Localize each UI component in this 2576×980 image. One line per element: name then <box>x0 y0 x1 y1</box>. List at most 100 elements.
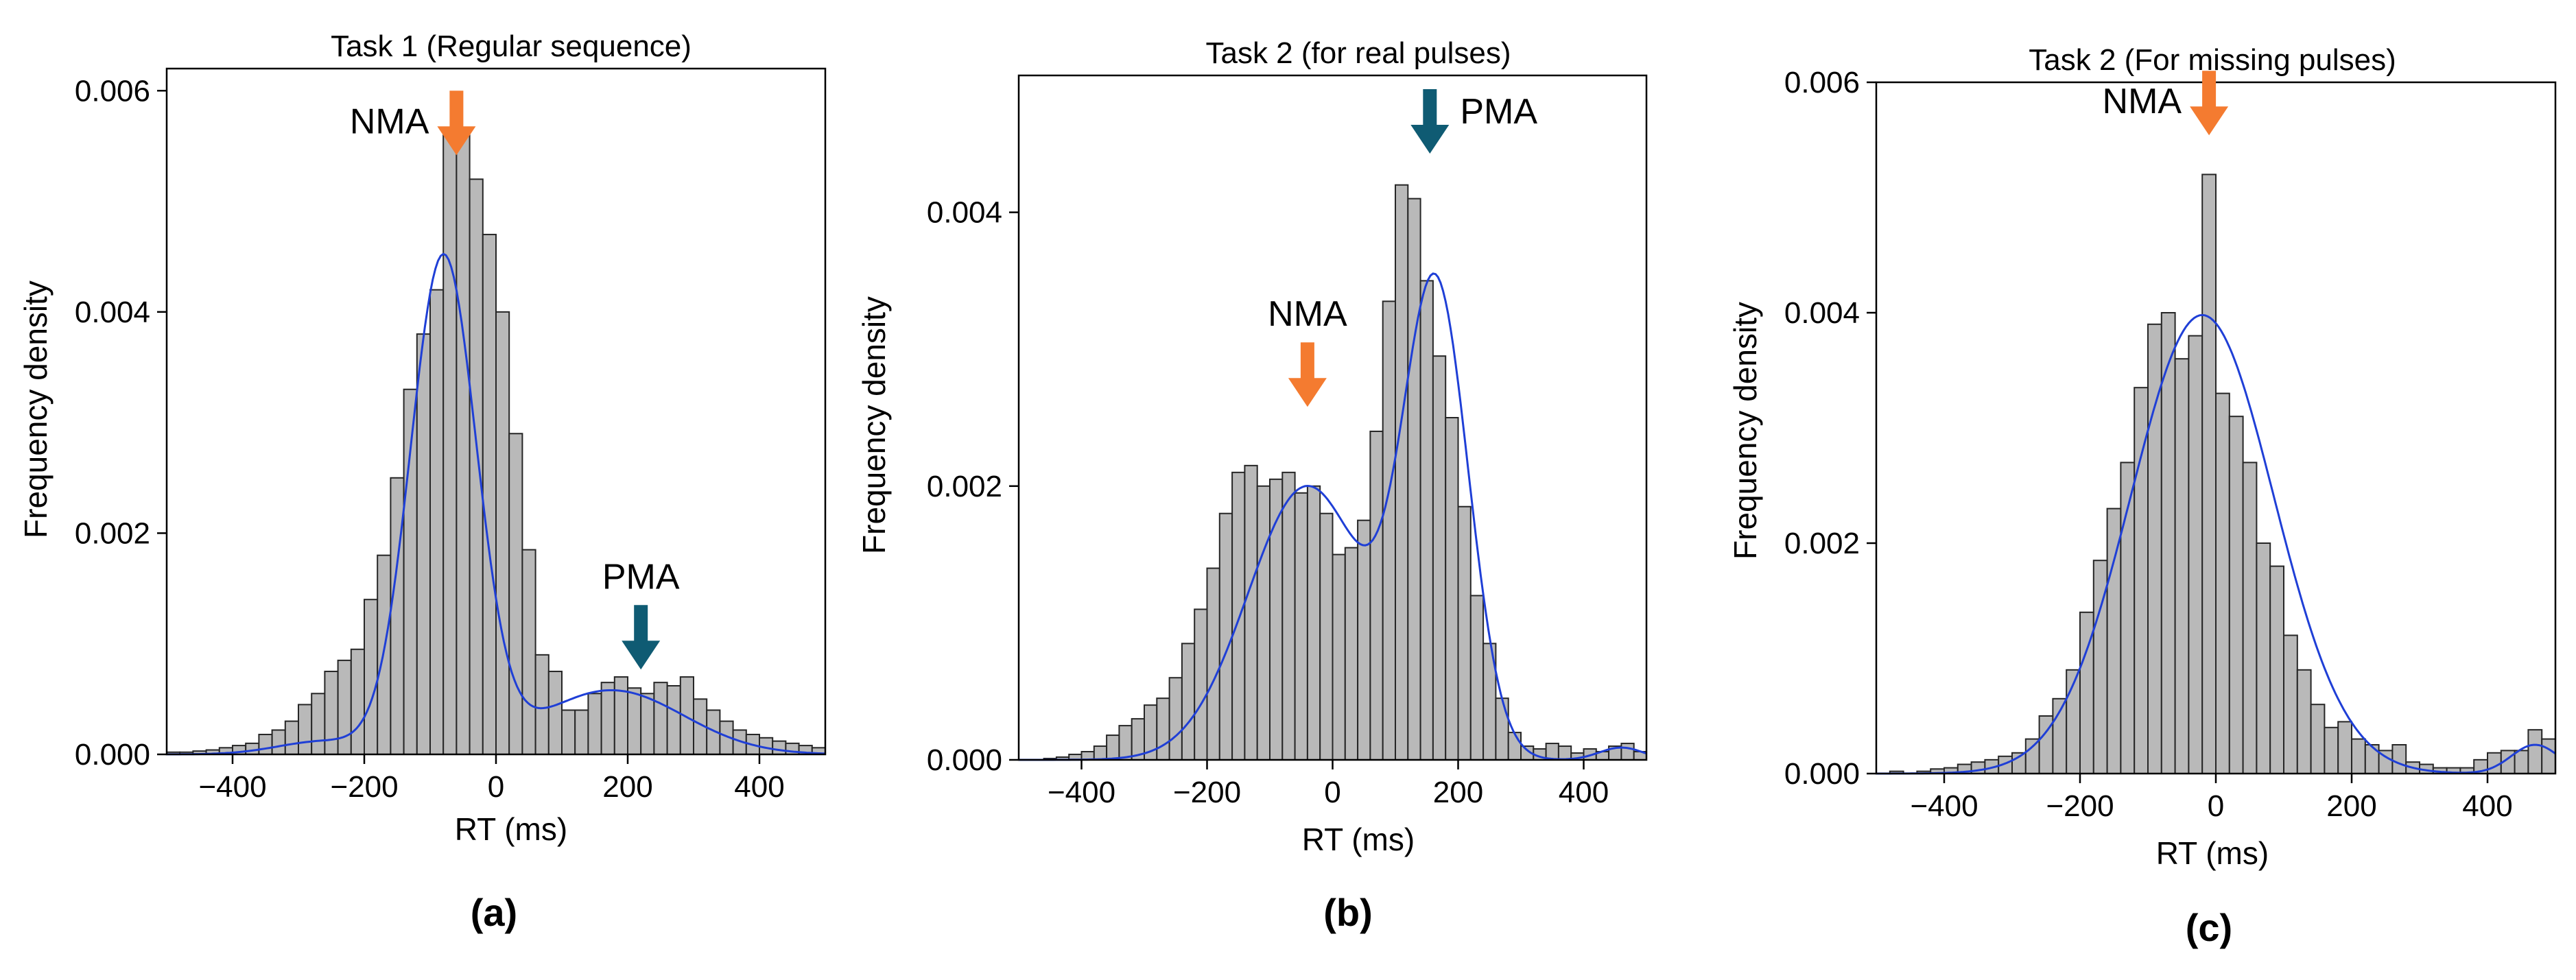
histogram-bar <box>416 333 431 755</box>
histogram-bar <box>1507 732 1522 761</box>
histogram-bar <box>495 311 510 756</box>
panel-c: Task 2 (For missing pulses) RT (ms) Freq… <box>1727 43 2557 949</box>
panel-label: (c) <box>2186 906 2232 949</box>
y-tick-label: 0.006 <box>75 74 150 108</box>
histogram-bar <box>1294 492 1308 761</box>
histogram-bar <box>1319 512 1334 761</box>
histogram-bar <box>1332 553 1346 761</box>
histogram-bar <box>600 682 615 756</box>
histogram-bar <box>284 720 299 756</box>
x-tick-label: 200 <box>2326 789 2376 823</box>
y-tick-label: 0.002 <box>927 470 1002 503</box>
histogram-bar <box>640 693 655 756</box>
histogram-bar <box>469 178 484 755</box>
histogram-bar <box>587 693 602 756</box>
kde-curve <box>1019 272 1647 761</box>
x-tick-label: −400 <box>1910 789 1978 823</box>
histogram-bar <box>2351 738 2366 774</box>
y-tick-label: 0.002 <box>75 516 150 550</box>
y-tick-label: 0.004 <box>927 196 1002 230</box>
histogram-bar <box>2228 416 2244 774</box>
histogram-bar <box>2106 507 2122 774</box>
x-tick-label: 0 <box>488 770 504 804</box>
nma-annotation-label: NMA <box>1268 294 1347 334</box>
histogram-bar <box>2269 565 2284 774</box>
histogram-bar <box>1432 355 1447 761</box>
histogram-bar <box>271 729 286 755</box>
nma-arrow-icon <box>1288 342 1327 407</box>
histogram-bar <box>1495 697 1509 761</box>
histogram-bar <box>1620 743 1635 761</box>
histogram-bar <box>2296 669 2312 774</box>
histogram-bar <box>311 693 326 756</box>
y-tick-label: 0.004 <box>75 296 150 329</box>
histogram-bar <box>442 134 458 756</box>
panel-label: (b) <box>1323 891 1373 934</box>
x-axis-label: RT (ms) <box>1302 822 1415 857</box>
histogram-bar <box>1156 697 1170 761</box>
x-tick-label: 200 <box>602 770 652 804</box>
histogram-bar <box>534 654 550 755</box>
x-tick-label: −400 <box>198 770 266 804</box>
x-tick-label: −200 <box>2046 789 2114 823</box>
y-tick-label: 0.000 <box>1784 757 1860 791</box>
pma-arrow-icon <box>1410 88 1450 154</box>
histogram-bar <box>2174 358 2190 774</box>
histogram-bar <box>2364 744 2380 774</box>
nma-arrow-icon <box>437 91 476 156</box>
histogram-bar <box>2160 312 2176 774</box>
x-tick-label: 400 <box>1559 776 1609 809</box>
histogram-bar <box>2134 387 2149 774</box>
histogram-bar <box>1395 184 1409 761</box>
histogram-bar <box>1118 725 1133 761</box>
histogram-bar <box>1168 677 1183 761</box>
histogram-bar <box>456 128 471 756</box>
histogram-bar <box>1206 567 1220 761</box>
histogram-bar <box>245 742 260 756</box>
nma-annotation-label: NMA <box>2103 82 2182 121</box>
histogram-bar <box>2242 462 2258 775</box>
x-tick-label: −200 <box>330 770 398 804</box>
histogram-bar <box>1557 745 1572 761</box>
y-axis-label: Frequency density <box>1727 302 1763 560</box>
histogram-bar <box>1469 595 1485 761</box>
x-tick-label: 0 <box>1324 776 1340 809</box>
histogram-bar <box>1181 643 1196 761</box>
histogram-bar <box>2391 744 2407 774</box>
histogram-bar <box>1231 471 1246 761</box>
panel-b: Task 2 (for real pulses) RT (ms) Frequen… <box>856 36 1648 934</box>
histogram-bar <box>1382 300 1396 761</box>
x-tick-label: 200 <box>1433 776 1483 809</box>
plot-area: −400 −200 0 200 400 0.000 0.002 0.004 NMA PMA <box>927 74 1648 809</box>
pma-annotation-label: PMA <box>602 557 680 597</box>
histogram-bar <box>1306 485 1321 761</box>
panel-label: (a) <box>471 891 517 934</box>
histogram-bar <box>1357 519 1371 761</box>
histogram-bar <box>2541 738 2556 774</box>
histogram-bar <box>508 433 523 755</box>
histogram-bar <box>1407 198 1421 761</box>
histogram-bar <box>666 685 681 755</box>
histogram-bar <box>429 289 445 756</box>
plot-area: −400 −200 0 200 400 0.000 0.002 0.004 0.006 NMA <box>1784 66 2557 823</box>
histogram-bar <box>258 733 273 756</box>
histogram-bar <box>2024 738 2040 774</box>
chart-title: Task 1 (Regular sequence) <box>331 29 692 63</box>
histogram-bar <box>1457 505 1472 761</box>
histogram-bar <box>2283 634 2298 775</box>
histogram-bar <box>2215 392 2230 774</box>
y-axis-label: Frequency density <box>18 280 54 538</box>
y-tick-label: 0.002 <box>1784 527 1860 560</box>
histogram-bar <box>574 709 589 756</box>
y-tick-label: 0.006 <box>1784 66 1860 99</box>
pma-annotation-label: PMA <box>1460 92 1537 132</box>
histogram-bar <box>1419 280 1434 761</box>
kde-curve <box>167 252 826 756</box>
histogram-bar <box>298 704 313 755</box>
histogram-bar <box>350 648 365 755</box>
histogram-bar <box>2527 729 2543 775</box>
histogram-bar <box>2310 704 2326 774</box>
histogram-bar <box>1344 547 1359 761</box>
x-axis-label: RT (ms) <box>2156 835 2269 871</box>
